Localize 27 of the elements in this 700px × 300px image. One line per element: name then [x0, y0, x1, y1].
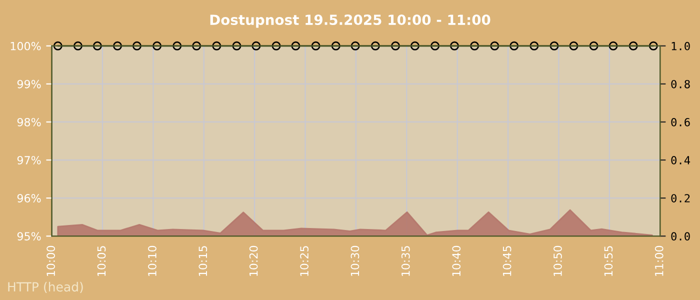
x-tick-label: 10:05: [97, 246, 106, 276]
x-tick-label: 10:35: [401, 246, 410, 276]
x-tick-label: 10:30: [350, 246, 360, 276]
y2-tick-label: 0.8: [671, 80, 690, 88]
x-tick-label: 10:45: [502, 246, 512, 276]
y-tick-label: 97%: [17, 156, 41, 164]
x-tick-label: 10:25: [300, 246, 309, 276]
chart-title: Dostupnost 19.5.2025 10:00 - 11:00: [210, 14, 490, 28]
x-tick-label: 10:00: [46, 246, 56, 276]
y-tick-label: 99%: [17, 80, 41, 88]
x-tick-label: 10:50: [554, 246, 562, 276]
y-tick-label: 96%: [17, 194, 41, 202]
x-tick-label: 10:20: [249, 246, 258, 276]
y2-tick-label: 0.4: [671, 156, 690, 164]
y-tick-label: 98%: [17, 118, 41, 126]
x-tick-label: 10:10: [148, 246, 156, 276]
y-tick-label: 95%: [17, 232, 41, 240]
x-tick-label: 10:55: [604, 246, 613, 276]
y2-tick-label: 0.6: [671, 118, 690, 126]
x-tick-label: 11:00: [654, 246, 664, 276]
x-tick-label: 10:15: [198, 246, 208, 276]
y2-tick-label: 0.2: [671, 194, 690, 202]
y2-tick-label: 0.0: [671, 232, 690, 241]
x-tick-label: 10:40: [452, 246, 461, 276]
text: HTTP (head): [8, 282, 83, 294]
y2-tick-label: 1.0: [672, 42, 690, 50]
y-tick-label: 100%: [10, 42, 41, 50]
